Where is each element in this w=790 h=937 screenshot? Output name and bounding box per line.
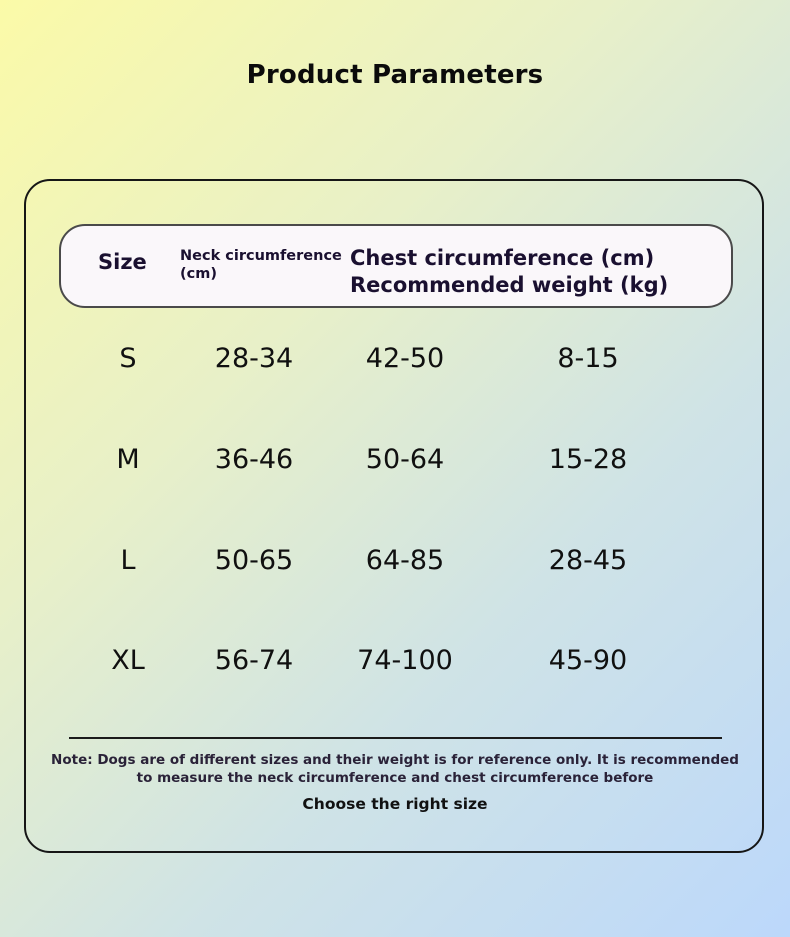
table-row: XL 56-74 74-100 45-90 bbox=[0, 645, 790, 685]
note-text: Note: Dogs are of different sizes and th… bbox=[51, 752, 739, 786]
cell-weight: 45-90 bbox=[548, 645, 628, 676]
header-recommended-weight: Recommended weight (kg) bbox=[350, 273, 669, 297]
table-row: L 50-65 64-85 28-45 bbox=[0, 545, 790, 585]
cell-size: S bbox=[119, 343, 137, 374]
header-chest-circumference: Chest circumference (cm) bbox=[350, 246, 655, 270]
cell-weight: 28-45 bbox=[548, 545, 628, 576]
table-row: S 28-34 42-50 8-15 bbox=[0, 343, 790, 383]
table-header bbox=[59, 224, 733, 308]
cell-weight: 8-15 bbox=[557, 343, 619, 374]
cell-neck: 50-65 bbox=[214, 545, 294, 576]
cell-chest: 50-64 bbox=[365, 444, 445, 475]
page-title: Product Parameters bbox=[246, 60, 544, 90]
size-chart-card bbox=[24, 179, 764, 853]
cell-weight: 15-28 bbox=[548, 444, 628, 475]
cell-neck: 36-46 bbox=[214, 444, 294, 475]
cell-neck: 28-34 bbox=[214, 343, 294, 374]
cell-chest: 64-85 bbox=[365, 545, 445, 576]
note-conclusion: Choose the right size bbox=[302, 795, 488, 813]
cell-size: L bbox=[120, 545, 136, 576]
table-row: M 36-46 50-64 15-28 bbox=[0, 444, 790, 484]
cell-chest: 74-100 bbox=[357, 645, 453, 676]
cell-size: XL bbox=[111, 645, 145, 676]
cell-size: M bbox=[116, 444, 140, 475]
header-neck-circumference: Neck circumference (cm) bbox=[180, 248, 342, 282]
cell-chest: 42-50 bbox=[365, 343, 445, 374]
cell-neck: 56-74 bbox=[214, 645, 294, 676]
header-size: Size bbox=[98, 250, 147, 274]
header-chest-and-weight: Chest circumference (cm) Recommended wei… bbox=[350, 245, 668, 299]
divider bbox=[69, 737, 722, 739]
